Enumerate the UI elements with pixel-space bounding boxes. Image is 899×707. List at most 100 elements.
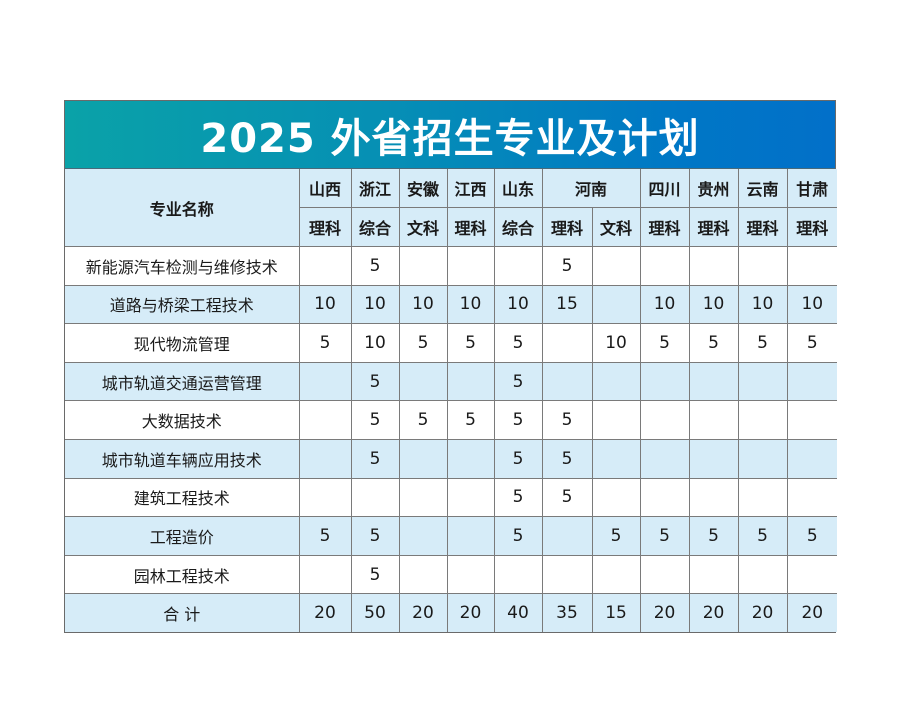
quota-cell bbox=[298, 554, 352, 595]
quota-cell bbox=[298, 361, 352, 402]
quota-cell bbox=[398, 361, 448, 402]
quota-cell bbox=[446, 246, 495, 286]
quota-cell bbox=[688, 246, 739, 286]
quota-cell bbox=[298, 400, 352, 440]
quota-cell bbox=[541, 323, 593, 363]
quota-cell: 10 bbox=[639, 284, 690, 325]
major-name: 城市轨道车辆应用技术 bbox=[65, 438, 300, 479]
total-cell: 20 bbox=[639, 593, 690, 632]
subject-header: 文科 bbox=[398, 207, 448, 247]
province-header-jiangxi: 江西 bbox=[446, 169, 495, 208]
quota-cell bbox=[541, 361, 593, 402]
quota-cell bbox=[639, 554, 690, 595]
table-row: 新能源汽车检测与维修技术 5 5 bbox=[65, 246, 838, 286]
total-cell: 20 bbox=[737, 593, 788, 632]
quota-cell: 5 bbox=[493, 516, 543, 556]
quota-cell bbox=[493, 246, 543, 286]
total-cell: 20 bbox=[398, 593, 448, 632]
province-header-sichuan: 四川 bbox=[639, 169, 690, 208]
quota-cell bbox=[688, 554, 739, 595]
major-name: 建筑工程技术 bbox=[65, 477, 300, 518]
quota-cell bbox=[298, 246, 352, 286]
quota-cell: 5 bbox=[350, 400, 400, 440]
major-name: 工程造价 bbox=[65, 516, 300, 556]
table-row: 工程造价 5 5 5 5 5 5 5 5 bbox=[65, 516, 838, 556]
quota-cell: 5 bbox=[350, 246, 400, 286]
quota-cell bbox=[591, 477, 641, 518]
quota-cell bbox=[786, 477, 838, 518]
quota-cell bbox=[398, 516, 448, 556]
province-header-shandong: 山东 bbox=[493, 169, 543, 208]
total-cell: 20 bbox=[688, 593, 739, 632]
total-cell: 15 bbox=[591, 593, 641, 632]
quota-cell bbox=[493, 554, 543, 595]
province-header-guizhou: 贵州 bbox=[688, 169, 739, 208]
quota-cell: 5 bbox=[298, 516, 352, 556]
major-name: 现代物流管理 bbox=[65, 323, 300, 363]
quota-cell: 10 bbox=[350, 284, 400, 325]
quota-cell bbox=[688, 400, 739, 440]
header-row-subjects: 理科 综合 文科 理科 综合 理科 文科 理科 理科 理科 理科 bbox=[65, 207, 838, 247]
quota-cell: 5 bbox=[541, 400, 593, 440]
quota-cell: 5 bbox=[298, 323, 352, 363]
quota-cell bbox=[446, 361, 495, 402]
major-name: 大数据技术 bbox=[65, 400, 300, 440]
quota-cell: 5 bbox=[786, 516, 838, 556]
quota-cell: 10 bbox=[398, 284, 448, 325]
quota-cell: 5 bbox=[493, 323, 543, 363]
quota-cell bbox=[398, 438, 448, 479]
quota-cell: 5 bbox=[737, 516, 788, 556]
subject-header: 理科 bbox=[639, 207, 690, 247]
quota-cell bbox=[639, 400, 690, 440]
quota-cell: 5 bbox=[493, 477, 543, 518]
quota-cell: 5 bbox=[493, 438, 543, 479]
quota-cell: 5 bbox=[446, 400, 495, 440]
quota-cell bbox=[786, 246, 838, 286]
quota-cell bbox=[591, 284, 641, 325]
total-row: 合 计 20 50 20 20 40 35 15 20 20 20 20 bbox=[65, 593, 838, 632]
quota-cell: 5 bbox=[493, 400, 543, 440]
major-name: 城市轨道交通运营管理 bbox=[65, 361, 300, 402]
quota-cell: 5 bbox=[541, 477, 593, 518]
quota-cell: 5 bbox=[737, 323, 788, 363]
quota-cell bbox=[446, 477, 495, 518]
quota-cell bbox=[639, 246, 690, 286]
major-name: 园林工程技术 bbox=[65, 554, 300, 595]
quota-cell bbox=[737, 438, 788, 479]
table-row: 城市轨道车辆应用技术 5 5 5 bbox=[65, 438, 838, 479]
quota-cell bbox=[591, 361, 641, 402]
quota-cell: 5 bbox=[493, 361, 543, 402]
quota-cell: 10 bbox=[591, 323, 641, 363]
quota-cell bbox=[541, 554, 593, 595]
table-row: 大数据技术 5 5 5 5 5 bbox=[65, 400, 838, 440]
subject-header: 理科 bbox=[541, 207, 593, 247]
quota-cell bbox=[398, 246, 448, 286]
total-label: 合 计 bbox=[65, 593, 300, 632]
subject-header: 理科 bbox=[786, 207, 838, 247]
quota-cell: 10 bbox=[493, 284, 543, 325]
quota-cell: 5 bbox=[639, 516, 690, 556]
quota-cell bbox=[688, 438, 739, 479]
table-row: 城市轨道交通运营管理 5 5 bbox=[65, 361, 838, 402]
province-header-henan: 河南 bbox=[541, 169, 641, 208]
enrollment-table: 专业名称 山西 浙江 安徽 江西 山东 河南 四川 贵州 云南 甘肃 理科 综合… bbox=[65, 169, 838, 632]
quota-cell bbox=[591, 246, 641, 286]
table-row: 道路与桥梁工程技术 10 10 10 10 10 15 10 10 10 10 bbox=[65, 284, 838, 325]
quota-cell bbox=[786, 438, 838, 479]
total-cell: 20 bbox=[446, 593, 495, 632]
header-row-provinces: 专业名称 山西 浙江 安徽 江西 山东 河南 四川 贵州 云南 甘肃 bbox=[65, 169, 838, 247]
subject-header: 理科 bbox=[737, 207, 788, 247]
province-header-yunnan: 云南 bbox=[737, 169, 788, 208]
quota-cell: 5 bbox=[350, 554, 400, 595]
province-header-shanxi: 山西 bbox=[298, 169, 352, 208]
quota-cell bbox=[350, 477, 400, 518]
page-title: 2025 外省招生专业及计划 bbox=[65, 101, 835, 169]
subject-header: 理科 bbox=[299, 207, 352, 247]
quota-cell bbox=[786, 554, 838, 595]
province-header-anhui: 安徽 bbox=[398, 169, 448, 208]
quota-cell bbox=[591, 438, 641, 479]
quota-cell: 5 bbox=[786, 323, 838, 363]
quota-cell: 5 bbox=[688, 516, 739, 556]
total-cell: 20 bbox=[298, 593, 352, 632]
major-name-header: 专业名称 bbox=[65, 169, 300, 247]
